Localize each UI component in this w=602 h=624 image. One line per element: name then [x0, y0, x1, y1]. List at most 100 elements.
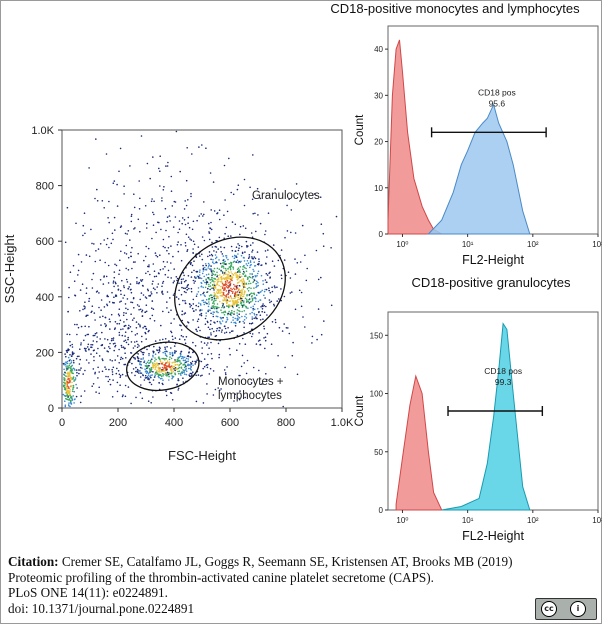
scatter-point	[122, 297, 124, 299]
scatter-point	[166, 301, 168, 303]
scatter-point	[68, 390, 70, 392]
scatter-point	[185, 279, 187, 282]
scatter-point	[159, 268, 162, 271]
scatter-point	[176, 358, 179, 361]
y-tick-label: 30	[374, 91, 383, 100]
scatter-point	[64, 371, 66, 374]
scatter-point	[68, 359, 71, 362]
scatter-point	[90, 311, 92, 314]
scatter-point	[167, 311, 170, 314]
scatter-point	[119, 374, 122, 377]
scatter-point	[222, 286, 224, 288]
scatter-point	[153, 275, 156, 278]
scatter-point	[244, 251, 246, 253]
scatter-point	[227, 277, 230, 279]
scatter-point	[196, 271, 198, 273]
scatter-point	[274, 188, 277, 190]
scatter-point	[66, 392, 68, 395]
scatter-point	[123, 294, 126, 297]
scatter-point	[147, 289, 149, 292]
scatter-point	[265, 373, 267, 375]
scatter-point	[75, 357, 78, 360]
scatter-point	[132, 356, 135, 359]
scatter-point	[192, 279, 195, 282]
scatter-point	[108, 318, 111, 320]
scatter-point	[251, 335, 253, 338]
scatter-point	[155, 358, 157, 361]
scatter-point	[248, 256, 251, 258]
scatter-point	[66, 333, 68, 336]
scatter-point	[98, 355, 101, 357]
scatter-point	[231, 297, 233, 300]
scatter-point	[102, 283, 105, 285]
scatter-point	[183, 359, 185, 362]
scatter-point	[166, 307, 168, 309]
scatter-point	[99, 338, 101, 340]
scatter-point	[247, 262, 250, 264]
scatter-point	[180, 259, 183, 262]
scatter-point	[114, 345, 116, 348]
scatter-point	[80, 342, 82, 344]
x-tick-label: 10¹	[462, 516, 474, 525]
scatter-point	[164, 350, 166, 353]
scatter-point	[180, 371, 183, 374]
scatter-point	[69, 366, 71, 368]
scatter-point	[148, 353, 150, 355]
scatter-point	[222, 299, 225, 302]
scatter-point	[150, 376, 152, 379]
scatter-point	[278, 298, 280, 300]
scatter-point	[117, 288, 120, 291]
scatter-point	[183, 366, 186, 369]
scatter-point	[78, 369, 80, 371]
scatter-point	[222, 277, 225, 279]
scatter-point	[218, 306, 220, 309]
scatter-point	[69, 396, 72, 399]
scatter-point	[262, 280, 264, 282]
scatter-point	[280, 249, 283, 251]
scatter-point	[162, 280, 165, 283]
scatter-point	[83, 347, 86, 350]
scatter-point	[219, 320, 221, 323]
scatter-point	[271, 260, 274, 262]
scatter-point	[123, 312, 125, 314]
scatter-point	[288, 198, 291, 200]
scatter-point	[221, 270, 224, 273]
scatter-point	[195, 400, 198, 403]
scatter-point	[237, 316, 239, 318]
scatter-point	[143, 259, 145, 262]
scatter-point	[227, 258, 229, 261]
scatter-point	[208, 298, 210, 301]
scatter-point	[172, 338, 174, 341]
scatter-point	[124, 303, 127, 305]
scatter-point	[137, 323, 140, 325]
scatter-point	[161, 377, 163, 380]
scatter-point	[256, 274, 258, 277]
scatter-point	[86, 346, 89, 348]
scatter-point	[207, 255, 209, 258]
scatter-point	[150, 383, 153, 386]
scatter-point	[192, 341, 194, 344]
scatter-point	[153, 200, 155, 203]
scatter-point	[238, 306, 240, 309]
scatter-point	[263, 325, 265, 328]
scatter-point	[203, 365, 206, 368]
scatter-point	[138, 180, 140, 182]
scatter-point	[221, 272, 224, 274]
scatter-point	[155, 275, 158, 278]
y-axis-label: SSC-Height	[2, 234, 17, 303]
scatter-point	[99, 259, 101, 261]
scatter-point	[315, 249, 318, 252]
scatter-point	[249, 244, 252, 246]
scatter-point	[196, 320, 199, 323]
scatter-point	[230, 191, 232, 194]
scatter-point	[85, 254, 88, 256]
scatter-point	[180, 374, 182, 376]
scatter-point	[119, 259, 121, 262]
citation-doi[interactable]: doi: 10.1371/journal.pone.0224891	[8, 600, 195, 616]
scatter-point	[83, 390, 86, 392]
scatter-point	[187, 363, 189, 365]
scatter-point	[236, 291, 239, 293]
scatter-point	[180, 244, 182, 246]
scatter-point	[256, 272, 259, 275]
cc-license-badge[interactable]: cc i	[535, 598, 597, 620]
